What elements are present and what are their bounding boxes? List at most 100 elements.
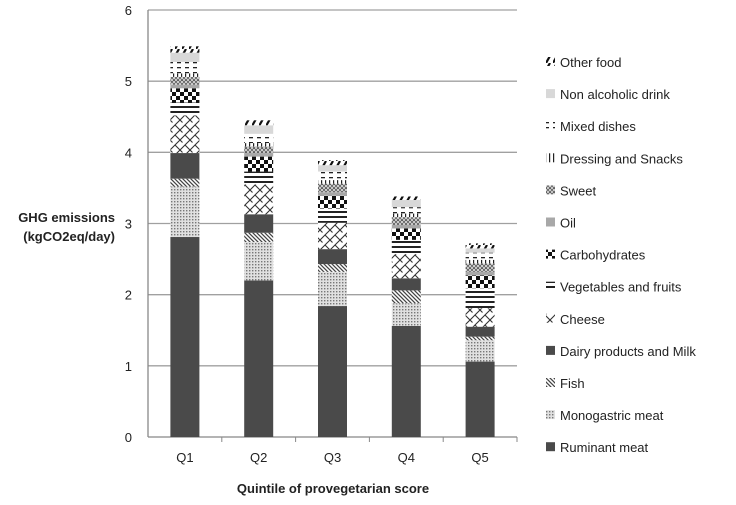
x-tick-label: Q2 — [250, 450, 267, 465]
y-tick-label: 6 — [125, 3, 132, 18]
bar-segment-mixed-dishes — [465, 252, 495, 260]
bar-segment-mixed-dishes — [391, 207, 421, 214]
bar-segment-carbohydrates — [465, 275, 495, 289]
y-tick-label: 5 — [125, 74, 132, 89]
legend-item: Dairy products and Milk — [546, 344, 696, 359]
bar-segment-monogastric-meat — [170, 186, 200, 238]
bar-segment-ruminant-meat — [465, 361, 495, 437]
bar-segment-monogastric-meat — [244, 242, 274, 281]
legend-label: Vegetables and fruits — [560, 280, 682, 295]
legend-item: Cheese — [546, 312, 605, 327]
x-tick-label: Q4 — [398, 450, 415, 465]
bar-segment-cheese — [391, 254, 421, 279]
y-tick-label: 4 — [125, 145, 132, 160]
bar-segment-ruminant-meat — [318, 306, 347, 437]
legend-label: Sweet — [560, 183, 597, 198]
bar-segment-ruminant-meat — [244, 280, 274, 437]
bar-segment-cheese — [318, 222, 347, 250]
bar-segment-fish — [465, 336, 495, 341]
y-tick-label: 0 — [125, 430, 132, 445]
legend-label: Carbohydrates — [560, 248, 646, 263]
bar-segment-other-food — [318, 160, 347, 166]
bar-segment-dairy-products-and-milk — [170, 153, 200, 179]
bars — [170, 46, 495, 437]
legend-swatch — [546, 121, 555, 131]
legend-label: Cheese — [560, 312, 605, 327]
bar-segment-other-food — [391, 196, 421, 201]
legend-item: Ruminant meat — [546, 440, 649, 455]
legend-label: Ruminant meat — [560, 440, 649, 455]
bar-segment-monogastric-meat — [391, 303, 421, 326]
bar-segment-other-food — [465, 243, 495, 249]
bar-segment-sweet — [318, 183, 347, 193]
bar-segment-oil — [318, 192, 347, 196]
bar-segment-cheese — [465, 308, 495, 327]
legend-item: Oil — [546, 216, 576, 231]
bar-segment-fish — [391, 290, 421, 304]
bar-segment-ruminant-meat — [391, 325, 421, 437]
bar-segment-vegetables-and-fruits — [391, 239, 421, 255]
x-tick-label: Q1 — [176, 450, 193, 465]
legend-swatch — [546, 89, 555, 99]
bar-segment-vegetables-and-fruits — [465, 288, 495, 309]
legend-swatch — [546, 313, 555, 323]
y-tick-label: 3 — [125, 217, 132, 232]
bar-segment-vegetables-and-fruits — [318, 208, 347, 223]
legend-item: Dressing and Snacks — [546, 151, 683, 166]
bar-segment-dairy-products-and-milk — [391, 278, 421, 291]
legend-item: Vegetables and fruits — [546, 280, 682, 295]
legend-label: Non alcoholic drink — [560, 87, 670, 102]
legend-item: Sweet — [546, 183, 597, 198]
bar-segment-carbohydrates — [244, 156, 274, 172]
bar-segment-vegetables-and-fruits — [170, 102, 200, 116]
bar-segment-dressing-and-snacks — [465, 259, 495, 264]
bar-segment-carbohydrates — [391, 228, 421, 240]
legend-label: Mixed dishes — [560, 119, 636, 134]
legend-swatch — [546, 57, 555, 66]
legend-label: Monogastric meat — [560, 408, 664, 423]
gridlines — [147, 9, 517, 438]
bar-segment-carbohydrates — [318, 195, 347, 209]
bar-segment-oil — [170, 84, 200, 89]
legend-swatch — [546, 378, 555, 387]
y-tick-label: 1 — [125, 359, 132, 374]
legend-swatch — [546, 249, 555, 259]
y-axis-label-line1: GHG emissions — [18, 210, 115, 225]
bar-segment-sweet — [170, 76, 200, 85]
bar-segment-sweet — [465, 263, 495, 272]
legend-swatch — [546, 410, 555, 420]
bar-segment-sweet — [244, 146, 274, 154]
y-axis-ticks: 0 1 2 3 4 5 6 — [125, 3, 132, 445]
bar-segment-monogastric-meat — [465, 340, 495, 362]
legend-swatch — [546, 217, 555, 227]
bar-segment-mixed-dishes — [170, 61, 200, 74]
bar-segment-dairy-products-and-milk — [318, 249, 347, 265]
x-tick-label: Q3 — [324, 450, 341, 465]
legend-swatch — [546, 185, 555, 195]
bar-segment-fish — [318, 264, 347, 272]
y-tick-label: 2 — [125, 288, 132, 303]
y-axis-label-line2: (kgCO2eq/day) — [23, 229, 115, 244]
legend-item: Non alcoholic drink — [546, 87, 670, 102]
x-axis-ticks: Q1 Q2 Q3 Q4 Q5 — [176, 437, 518, 465]
bar-segment-dairy-products-and-milk — [465, 326, 495, 337]
legend-item: Other food — [546, 55, 621, 70]
bar-segment-dressing-and-snacks — [244, 143, 274, 147]
bar-segment-dressing-and-snacks — [170, 73, 200, 77]
bar-segment-dairy-products-and-milk — [244, 214, 274, 233]
legend-item: Fish — [546, 376, 585, 391]
bar-segment-mixed-dishes — [318, 171, 347, 181]
bar-segment-carbohydrates — [170, 88, 200, 103]
bar-segment-fish — [170, 178, 200, 187]
bar-segment-non-alcoholic-drink — [170, 52, 200, 62]
bar-segment-non-alcoholic-drink — [244, 125, 274, 134]
legend-item: Monogastric meat — [546, 408, 664, 423]
legend-label: Fish — [560, 376, 585, 391]
bar-segment-oil — [391, 224, 421, 229]
bar-segment-fish — [244, 232, 274, 243]
bar-segment-oil — [244, 153, 274, 157]
legend-label: Dressing and Snacks — [560, 151, 683, 166]
bar-segment-non-alcoholic-drink — [391, 200, 421, 208]
bar-segment-non-alcoholic-drink — [465, 248, 495, 253]
